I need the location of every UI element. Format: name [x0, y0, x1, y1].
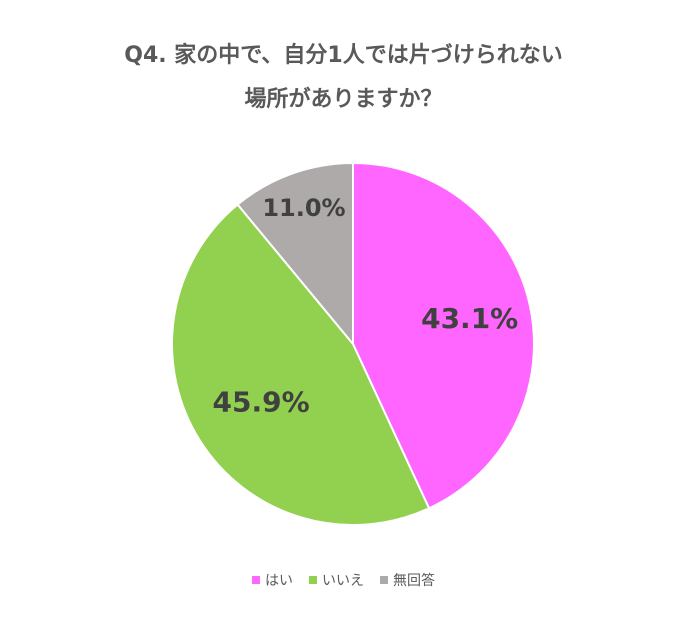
data-label-yes: 43.1%	[421, 302, 518, 335]
chart-title-line-2: 場所がありますか？	[244, 87, 443, 112]
legend-item-yes: はい	[252, 570, 293, 590]
legend-item-no: いいえ	[309, 570, 364, 590]
chart-title: Q4. 家の中で、自分1人では片づけられない 場所がありますか？	[0, 34, 687, 122]
legend-label-no: いいえ	[322, 573, 364, 589]
legend-item-no-answer: 無回答	[380, 570, 435, 590]
legend-swatch-no-answer	[380, 576, 388, 584]
chart-title-line-1: Q4. 家の中で、自分1人では片づけられない	[124, 43, 563, 68]
data-label-no-answer: 11.0%	[262, 194, 345, 222]
pie-slice-no	[171, 203, 431, 526]
data-label-no: 45.9%	[213, 385, 310, 418]
pie-slice-yes	[352, 161, 535, 510]
pie-slice-no-answer	[236, 161, 354, 347]
legend-label-yes: はい	[265, 573, 293, 589]
legend: はい いいえ 無回答	[0, 570, 687, 590]
legend-label-no-answer: 無回答	[393, 573, 435, 589]
legend-swatch-no	[309, 576, 317, 584]
legend-swatch-yes	[252, 576, 260, 584]
